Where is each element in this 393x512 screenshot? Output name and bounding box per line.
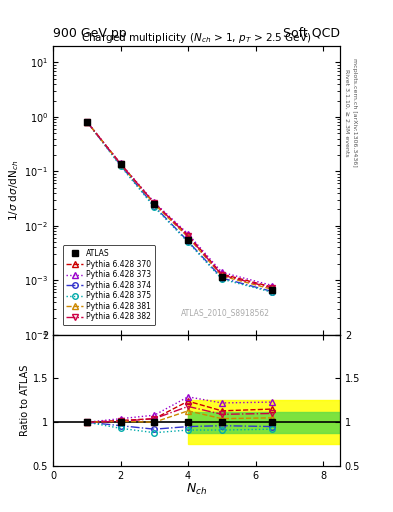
Pythia 6.428 375 xyxy=(270,289,275,295)
Line: Pythia 6.428 370: Pythia 6.428 370 xyxy=(84,119,275,290)
Pythia 6.428 381 xyxy=(152,201,157,207)
Pythia 6.428 373 xyxy=(270,283,275,289)
Pythia 6.428 381 xyxy=(118,161,123,167)
Pythia 6.428 373 xyxy=(186,231,191,237)
Pythia 6.428 373 xyxy=(219,269,224,275)
Legend: ATLAS, Pythia 6.428 370, Pythia 6.428 373, Pythia 6.428 374, Pythia 6.428 375, P: ATLAS, Pythia 6.428 370, Pythia 6.428 37… xyxy=(62,245,155,325)
Pythia 6.428 382 xyxy=(84,119,89,125)
Line: Pythia 6.428 382: Pythia 6.428 382 xyxy=(84,119,275,291)
Bar xyxy=(188,412,340,433)
Line: Pythia 6.428 375: Pythia 6.428 375 xyxy=(84,119,275,295)
Pythia 6.428 375 xyxy=(84,119,89,125)
ATLAS xyxy=(118,161,123,167)
Pythia 6.428 375 xyxy=(219,276,224,282)
Pythia 6.428 370 xyxy=(152,200,157,206)
Pythia 6.428 375 xyxy=(118,163,123,169)
Text: mcplots.cern.ch [arXiv:1306.3436]: mcplots.cern.ch [arXiv:1306.3436] xyxy=(352,58,357,167)
Text: 900 GeV pp: 900 GeV pp xyxy=(53,27,127,40)
Bar xyxy=(188,400,340,444)
Pythia 6.428 370 xyxy=(186,232,191,238)
Pythia 6.428 381 xyxy=(84,119,89,125)
Y-axis label: 1/$\sigma$ d$\sigma$/dN$_{ch}$: 1/$\sigma$ d$\sigma$/dN$_{ch}$ xyxy=(7,160,21,221)
Pythia 6.428 370 xyxy=(118,161,123,167)
Line: Pythia 6.428 373: Pythia 6.428 373 xyxy=(84,119,275,288)
Text: ATLAS_2010_S8918562: ATLAS_2010_S8918562 xyxy=(181,308,270,317)
Pythia 6.428 370 xyxy=(84,119,89,125)
Line: Pythia 6.428 374: Pythia 6.428 374 xyxy=(84,119,275,294)
X-axis label: $N_{ch}$: $N_{ch}$ xyxy=(186,482,207,497)
Pythia 6.428 370 xyxy=(270,284,275,290)
Pythia 6.428 374 xyxy=(219,275,224,281)
Pythia 6.428 381 xyxy=(219,273,224,279)
Pythia 6.428 375 xyxy=(186,239,191,245)
Pythia 6.428 382 xyxy=(152,200,157,206)
Pythia 6.428 375 xyxy=(152,204,157,210)
Text: Rivet 3.1.10, ≥ 2.3M events: Rivet 3.1.10, ≥ 2.3M events xyxy=(344,69,349,157)
Y-axis label: Ratio to ATLAS: Ratio to ATLAS xyxy=(20,365,30,436)
Pythia 6.428 374 xyxy=(152,203,157,209)
Pythia 6.428 374 xyxy=(270,288,275,294)
ATLAS xyxy=(186,237,191,243)
Pythia 6.428 373 xyxy=(152,199,157,205)
Pythia 6.428 373 xyxy=(84,119,89,125)
Pythia 6.428 382 xyxy=(270,285,275,291)
Line: ATLAS: ATLAS xyxy=(84,119,275,293)
Pythia 6.428 370 xyxy=(219,271,224,277)
Pythia 6.428 374 xyxy=(118,162,123,168)
Pythia 6.428 382 xyxy=(186,233,191,239)
Pythia 6.428 381 xyxy=(186,234,191,240)
ATLAS xyxy=(84,119,89,125)
Pythia 6.428 374 xyxy=(186,238,191,244)
ATLAS xyxy=(270,287,275,293)
Pythia 6.428 373 xyxy=(118,160,123,166)
Pythia 6.428 381 xyxy=(270,286,275,292)
Pythia 6.428 374 xyxy=(84,119,89,125)
ATLAS xyxy=(219,274,224,280)
ATLAS xyxy=(152,201,157,207)
Line: Pythia 6.428 381: Pythia 6.428 381 xyxy=(84,119,275,292)
Pythia 6.428 382 xyxy=(118,161,123,167)
Pythia 6.428 382 xyxy=(219,272,224,278)
Text: Soft QCD: Soft QCD xyxy=(283,27,340,40)
Title: Charged multiplicity ($N_{ch}$ > 1, $p_T$ > 2.5 GeV): Charged multiplicity ($N_{ch}$ > 1, $p_T… xyxy=(81,31,312,45)
